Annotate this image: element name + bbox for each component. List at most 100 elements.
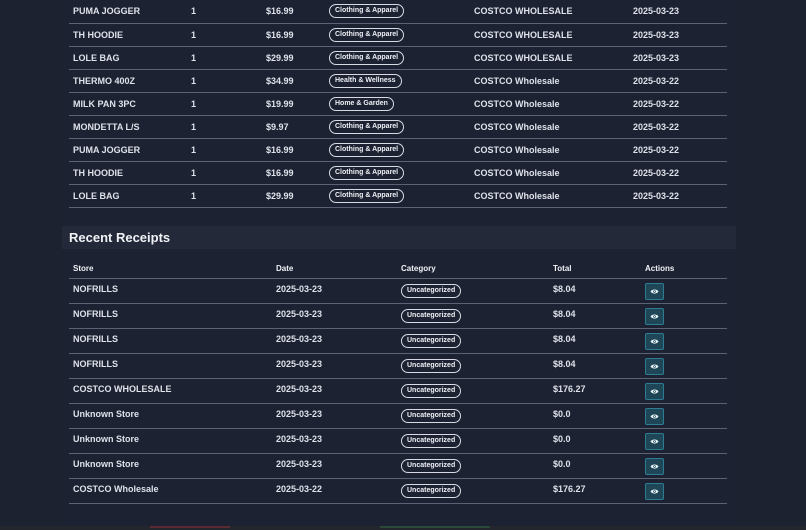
receipt-actions [641,479,727,504]
category-badge: Clothing & Apparel [329,188,405,203]
item-date: 2025-03-23 [633,52,680,63]
item-date: 2025-03-22 [633,190,680,201]
receipt-store: NOFRILLS [73,309,118,319]
item-price: $16.99 [266,167,294,178]
receipt-date: 2025-03-23 [276,409,323,419]
receipt-date: 2025-03-23 [276,384,323,394]
item-quantity: 1 [191,144,197,155]
category-badge: Uncategorized [401,384,462,398]
receipt-total: $0.0 [553,434,571,444]
receipt-date: 2025-03-23 [276,459,323,469]
eye-icon [650,489,659,494]
receipt-category-cell: Uncategorized [397,279,549,304]
receipt-store: NOFRILLS [73,359,118,369]
category-badge: Clothing & Apparel [329,165,405,180]
bottom-accent-red [150,526,230,528]
view-receipt-button[interactable] [645,458,664,475]
category-badge: Uncategorized [401,459,462,473]
item-category-cell: Clothing & Apparel [325,0,470,23]
item-name: MILK PAN 3PC [73,98,136,109]
receipt-date: 2025-03-23 [276,359,323,369]
receipt-total: $0.0 [553,459,571,469]
bottom-strip [0,526,806,530]
item-name: PUMA JOGGER [73,144,141,155]
category-badge: Uncategorized [401,359,462,373]
view-receipt-button[interactable] [645,408,664,425]
item-quantity: 1 [191,167,197,178]
receipt-actions [641,429,727,454]
table-row[interactable]: TH HOODIE 1 $16.99 Clothing & Apparel CO… [69,161,727,184]
item-date: 2025-03-22 [633,98,680,109]
table-row[interactable]: Unknown Store 2025-03-23 Uncategorized $… [69,454,727,479]
receipt-store: COSTCO WHOLESALE [73,384,172,394]
view-receipt-button[interactable] [645,333,664,350]
table-row[interactable]: NOFRILLS 2025-03-23 Uncategorized $8.04 [69,354,727,379]
table-row[interactable]: MILK PAN 3PC 1 $19.99 Home & Garden COST… [69,92,727,115]
item-date: 2025-03-23 [633,29,680,40]
eye-icon [650,389,659,394]
receipt-actions [641,304,727,329]
category-badge: Uncategorized [401,434,462,448]
item-store: COSTCO Wholesale [474,121,560,132]
receipt-total: $8.04 [553,359,576,369]
item-date: 2025-03-22 [633,167,680,178]
table-row[interactable]: PUMA JOGGER 1 $16.99 Clothing & Apparel … [69,0,727,23]
column-header-store[interactable]: Store [69,258,272,279]
item-name: THERMO 400Z [73,75,136,86]
table-row[interactable]: NOFRILLS 2025-03-23 Uncategorized $8.04 [69,279,727,304]
table-row[interactable]: Unknown Store 2025-03-23 Uncategorized $… [69,429,727,454]
eye-icon [650,364,659,369]
table-row[interactable]: LOLE BAG 1 $29.99 Clothing & Apparel COS… [69,184,727,207]
item-quantity: 1 [191,6,197,17]
item-date: 2025-03-23 [633,6,680,17]
receipt-date: 2025-03-23 [276,334,323,344]
item-category-cell: Clothing & Apparel [325,115,470,138]
receipt-total: $8.04 [553,284,576,294]
eye-icon [650,339,659,344]
category-badge: Clothing & Apparel [329,50,405,65]
item-category-cell: Clothing & Apparel [325,161,470,184]
receipt-store: NOFRILLS [73,334,118,344]
table-row[interactable]: COSTCO WHOLESALE 2025-03-23 Uncategorize… [69,379,727,404]
category-badge: Uncategorized [401,334,462,348]
receipt-actions [641,279,727,304]
receipt-date: 2025-03-23 [276,284,323,294]
table-row[interactable]: PUMA JOGGER 1 $16.99 Clothing & Apparel … [69,138,727,161]
view-receipt-button[interactable] [645,308,664,325]
item-category-cell: Clothing & Apparel [325,23,470,46]
view-receipt-button[interactable] [645,433,664,450]
table-row[interactable]: THERMO 400Z 1 $34.99 Health & Wellness C… [69,69,727,92]
table-row[interactable]: MONDETTA L/S 1 $9.97 Clothing & Apparel … [69,115,727,138]
recent-receipts-header: Recent Receipts [62,226,736,249]
receipt-store: Unknown Store [73,434,140,444]
column-header-date[interactable]: Date [272,258,397,279]
receipt-date: 2025-03-23 [276,309,323,319]
view-receipt-button[interactable] [645,383,664,400]
item-name: TH HOODIE [73,29,124,40]
table-row[interactable]: TH HOODIE 1 $16.99 Clothing & Apparel CO… [69,23,727,46]
item-category-cell: Clothing & Apparel [325,184,470,207]
category-badge: Uncategorized [401,409,462,423]
view-receipt-button[interactable] [645,483,664,500]
view-receipt-button[interactable] [645,283,664,300]
receipt-category-cell: Uncategorized [397,454,549,479]
receipt-category-cell: Uncategorized [397,304,549,329]
table-row[interactable]: NOFRILLS 2025-03-23 Uncategorized $8.04 [69,329,727,354]
table-row[interactable]: NOFRILLS 2025-03-23 Uncategorized $8.04 [69,304,727,329]
column-header-total[interactable]: Total [549,258,641,279]
column-header-category[interactable]: Category [397,258,549,279]
receipt-category-cell: Uncategorized [397,379,549,404]
view-receipt-button[interactable] [645,358,664,375]
item-price: $34.99 [266,75,294,86]
receipt-category-cell: Uncategorized [397,404,549,429]
eye-icon [650,314,659,319]
table-row[interactable]: LOLE BAG 1 $29.99 Clothing & Apparel COS… [69,46,727,69]
eye-icon [650,289,659,294]
table-row[interactable]: Unknown Store 2025-03-23 Uncategorized $… [69,404,727,429]
item-name: PUMA JOGGER [73,6,141,17]
receipt-store: NOFRILLS [73,284,118,294]
category-badge: Uncategorized [401,484,462,498]
item-quantity: 1 [191,52,197,63]
receipt-date: 2025-03-23 [276,434,323,444]
table-row[interactable]: COSTCO Wholesale 2025-03-22 Uncategorize… [69,479,727,504]
